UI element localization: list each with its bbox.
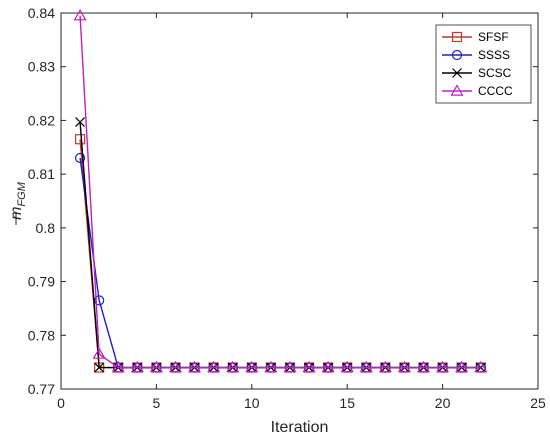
y-axis-label: mFGM (8, 181, 28, 225)
data-point-scsc (94, 362, 105, 373)
legend-label-sfsf: SFSF (478, 30, 509, 44)
y-tick-label: 0.82 (28, 112, 55, 128)
y-tick-label: 0.84 (28, 5, 55, 21)
data-point-cccc (378, 360, 392, 373)
legend-marker-ssss (451, 49, 463, 61)
legend-label-scsc: SCSC (478, 66, 512, 80)
data-point-cccc (283, 360, 297, 373)
axes: 0 5 10 15 20 25 0.77 0.78 0.79 0.8 0.81 0.82 0.83 0.8… (28, 5, 546, 411)
data-point-cccc (302, 360, 316, 373)
x-tick-label: 10 (244, 395, 260, 411)
data-point-cccc (245, 360, 259, 373)
data-point-cccc (130, 360, 144, 373)
y-tick-label: 0.77 (28, 381, 55, 397)
legend-label-ssss: SSSS (478, 48, 510, 62)
series-line-cccc (79, 15, 481, 369)
data-point-cccc (168, 360, 183, 373)
data-point-cccc (455, 360, 469, 373)
data-point-scsc (75, 117, 86, 127)
data-point-cccc (474, 360, 488, 373)
x-tick-label: 5 (153, 395, 161, 411)
data-point-cccc (73, 8, 87, 21)
legend-marker-scsc (452, 68, 462, 78)
data-point-cccc (149, 360, 163, 373)
data-point-cccc (436, 360, 450, 373)
data-point-cccc (416, 360, 431, 373)
data-point-sfsf (74, 134, 86, 145)
data-point-cccc (397, 360, 411, 373)
x-tick-label: 15 (339, 395, 355, 411)
legend-marker-sfsf (451, 31, 463, 43)
data-point-cccc (92, 347, 106, 359)
series-layer (73, 8, 488, 373)
legend: SFSF SSSS SCSC CCCC (435, 24, 532, 104)
data-point-ssss (94, 295, 105, 306)
y-tick-label: 0.81 (28, 166, 55, 182)
data-point-cccc (188, 360, 202, 373)
data-point-cccc (264, 360, 278, 373)
data-point-cccc (340, 360, 354, 373)
y-tick-label: 0.83 (28, 59, 55, 75)
series-cccc (73, 8, 488, 373)
y-tick-label: 0.8 (36, 220, 56, 236)
x-axis-label: Iteration (271, 419, 329, 436)
y-axis-label-text: mFGM (8, 181, 28, 220)
y-tick-label: 0.79 (28, 274, 55, 290)
data-point-cccc (207, 360, 221, 373)
x-tick-label: 20 (435, 395, 451, 411)
data-point-ssss (74, 152, 86, 164)
y-tick-label: 0.78 (28, 327, 55, 343)
data-point-cccc (321, 360, 335, 373)
data-point-cccc (111, 360, 125, 373)
x-tick-label: 25 (530, 395, 546, 411)
x-tick-label: 0 (57, 395, 65, 411)
data-point-cccc (226, 360, 240, 373)
legend-box (435, 24, 532, 104)
legend-marker-cccc (450, 84, 464, 96)
data-point-cccc (359, 360, 373, 373)
legend-label-cccc: CCCC (478, 84, 513, 98)
